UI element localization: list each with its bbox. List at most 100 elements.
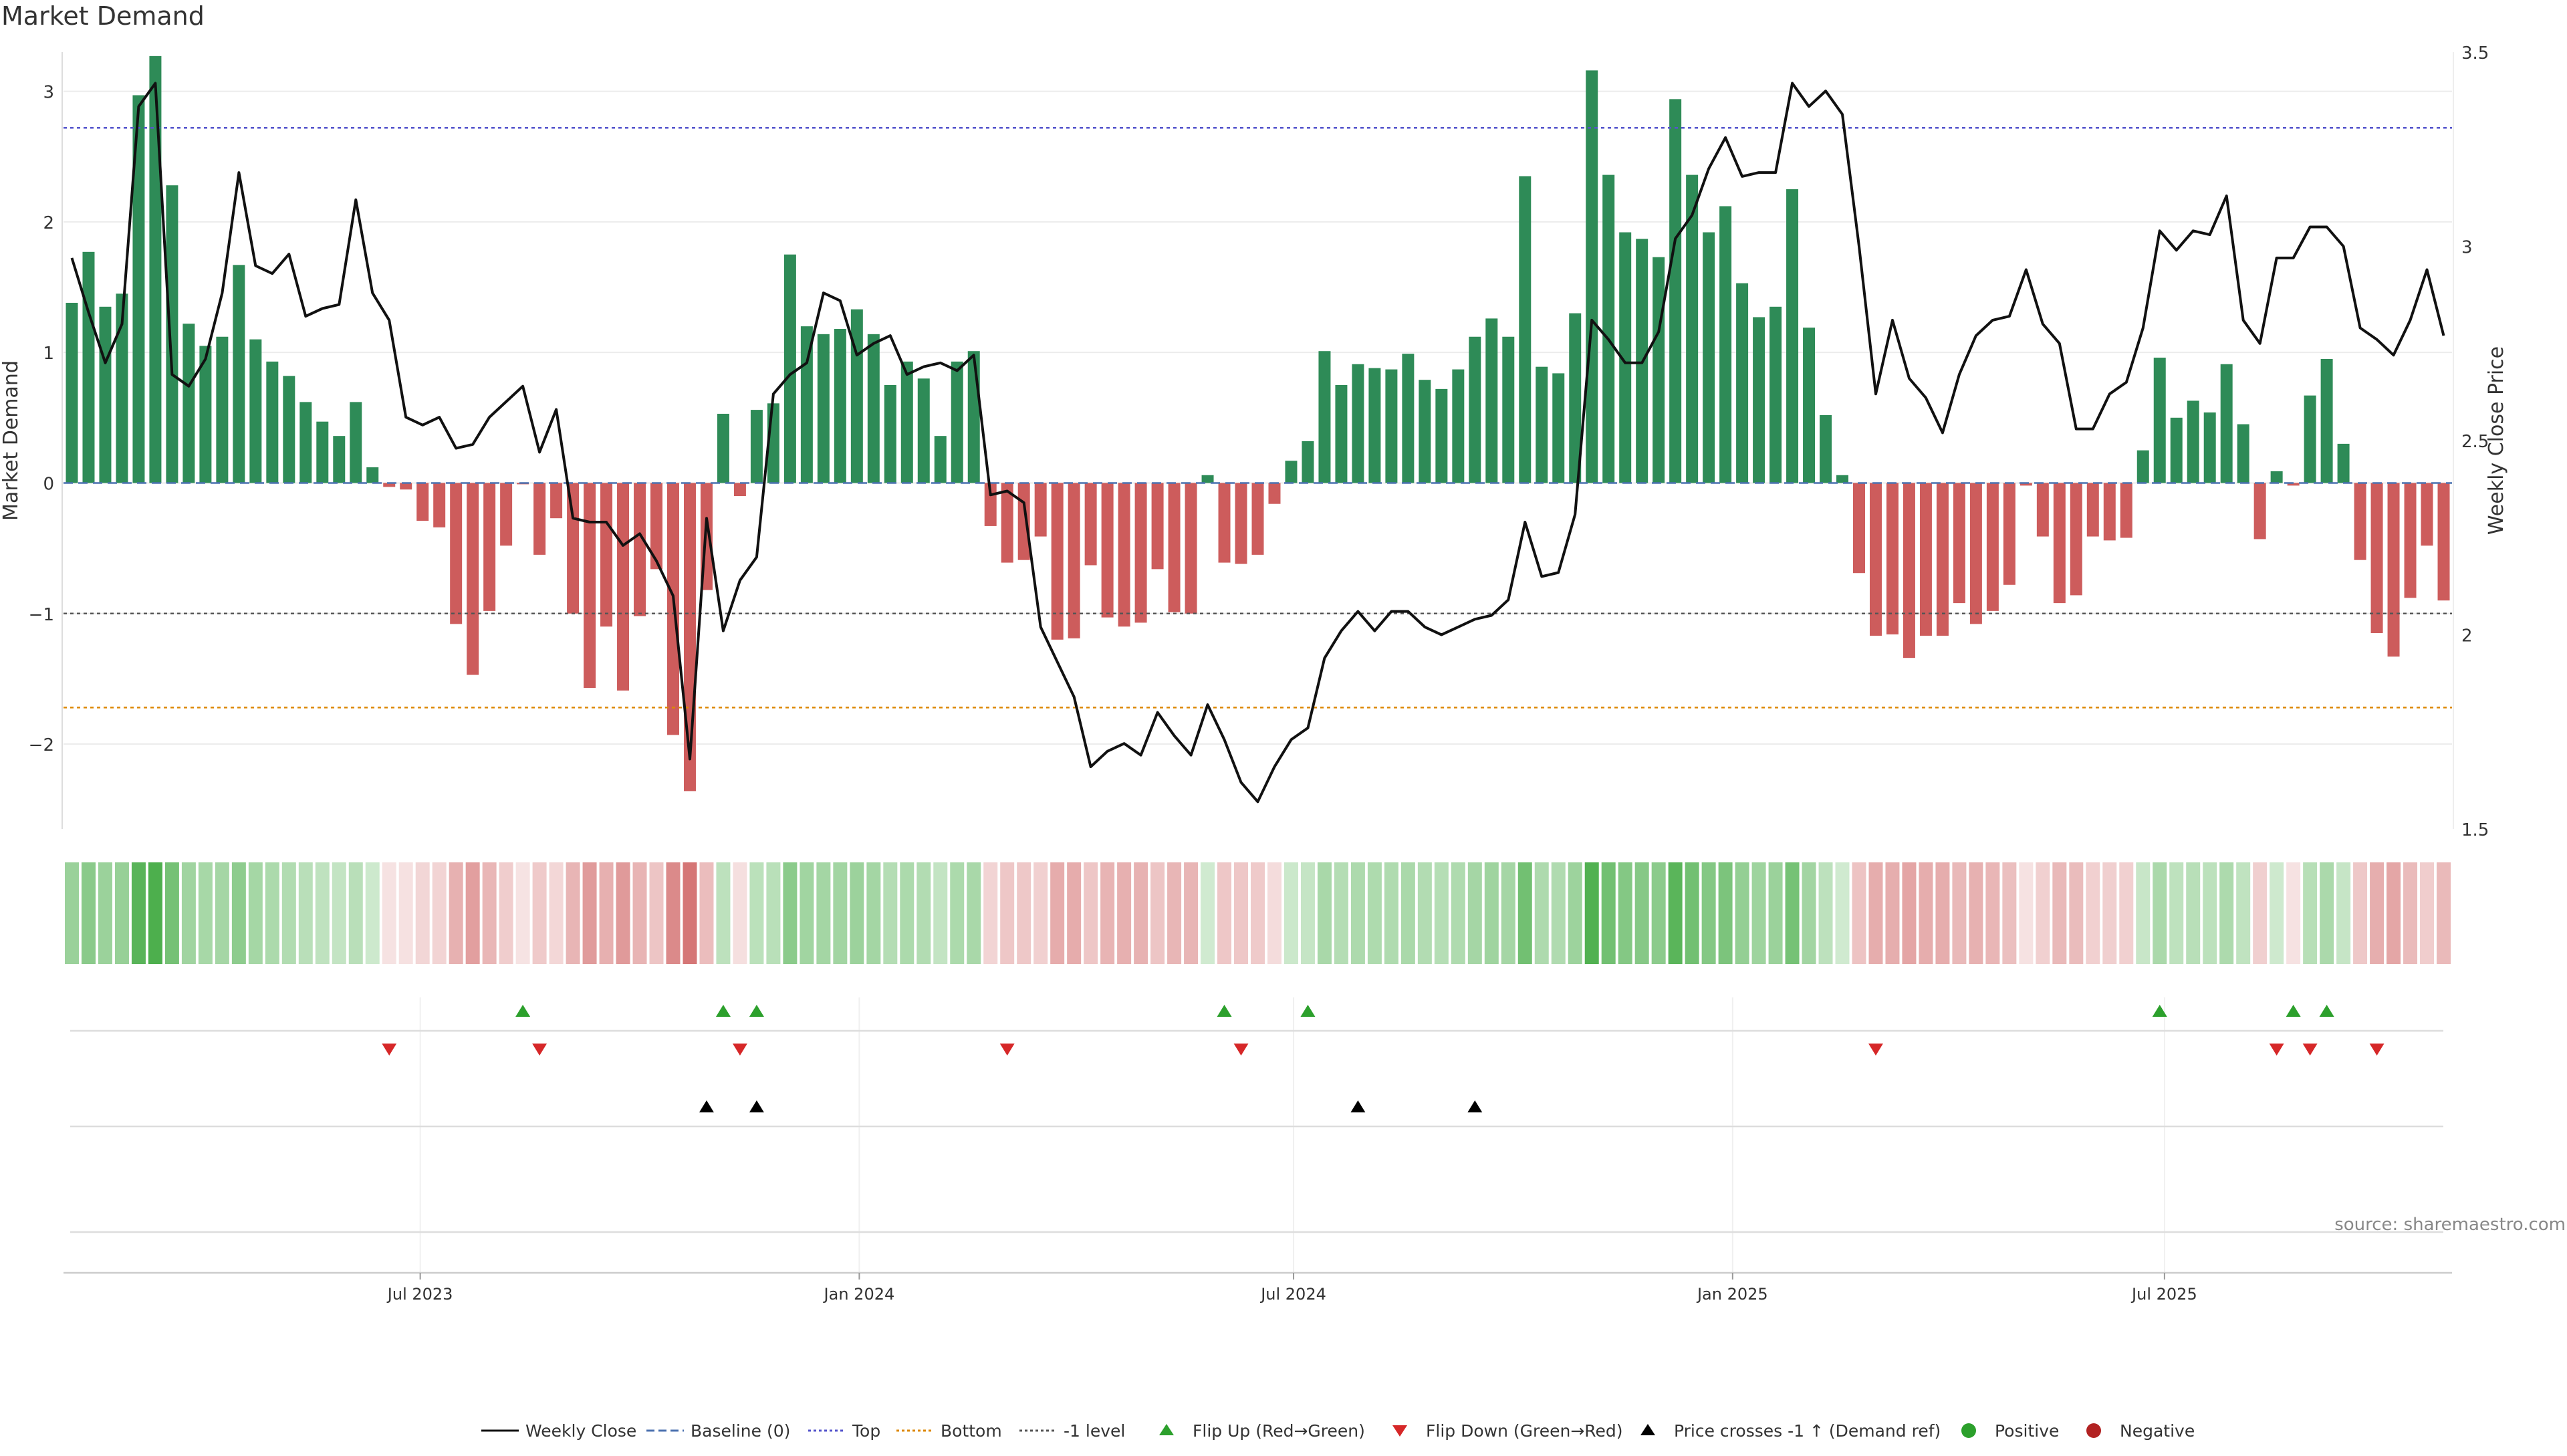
demand-bar: [1886, 483, 1899, 635]
strength-strip-cell: [215, 862, 229, 964]
demand-bar: [1302, 441, 1314, 483]
strength-strip-cell: [850, 862, 864, 964]
demand-bar: [1402, 354, 1415, 483]
strength-strip-cell: [1017, 862, 1031, 964]
strength-strip-cell: [1100, 862, 1115, 964]
legend-swatch: [2086, 1423, 2101, 1438]
strength-strip-cell: [616, 862, 630, 964]
demand-bar: [1068, 483, 1080, 638]
strength-strip-cell: [2203, 862, 2217, 964]
demand-bar: [2136, 450, 2149, 483]
demand-bar: [1869, 483, 1882, 636]
strength-strip-cell: [1467, 862, 1482, 964]
strength-strip-cell: [1150, 862, 1165, 964]
strength-strip-cell: [81, 862, 96, 964]
demand-bar: [1669, 99, 1682, 483]
strength-strip-cell: [800, 862, 814, 964]
legend-label: Weekly Close: [525, 1421, 637, 1441]
strength-strip-cell: [866, 862, 881, 964]
legend-swatch: [1392, 1425, 1407, 1437]
demand-bar: [233, 265, 245, 483]
strength-strip-cell: [265, 862, 279, 964]
demand-bar: [2270, 471, 2283, 483]
legend-marker: [1640, 1424, 1655, 1435]
demand-bar: [1051, 483, 1064, 640]
strength-strip-cell: [198, 862, 213, 964]
strength-strip-cell: [1367, 862, 1382, 964]
legend-swatch: [481, 1429, 519, 1432]
strength-strip-cell: [148, 862, 162, 964]
demand-bar: [1118, 483, 1130, 627]
strength-strip-cell: [482, 862, 497, 964]
strength-strip-cell: [281, 862, 296, 964]
strength-strip-cell: [231, 862, 246, 964]
price-cross-marker: [699, 1100, 714, 1112]
strength-strip-cell: [449, 862, 463, 964]
demand-bar: [600, 483, 613, 627]
demand-bar: [2103, 483, 2116, 541]
demand-bar: [1452, 369, 1465, 483]
strength-strip-cell: [2253, 862, 2268, 964]
legend-swatch: [896, 1429, 934, 1432]
strength-strip-cell: [833, 862, 848, 964]
strength-strip-cell: [398, 862, 413, 964]
strength-strip-cell: [1852, 862, 1866, 964]
demand-bar: [1485, 318, 1498, 483]
strength-strip-cell: [1050, 862, 1065, 964]
strength-strip-cell: [114, 862, 129, 964]
weekly-close-line: [70, 82, 2445, 804]
demand-bar: [2220, 364, 2233, 483]
strength-strip-cell: [1668, 862, 1683, 964]
demand-bar: [1936, 483, 1949, 636]
strength-strip-cell: [2036, 862, 2050, 964]
strength-strip-cell: [649, 862, 664, 964]
demand-bar: [1469, 336, 1481, 483]
demand-bar: [567, 483, 580, 614]
strength-strip-cell: [783, 862, 798, 964]
demand-bar: [2086, 483, 2099, 537]
demand-bar: [550, 483, 563, 519]
demand-bar: [1719, 206, 1732, 483]
demand-bar: [834, 329, 846, 483]
demand-bar: [433, 483, 446, 527]
x-tick-label: Jul 2023: [386, 1285, 453, 1304]
strength-strip-cell: [315, 862, 330, 964]
demand-bar: [500, 483, 513, 546]
strength-strip-cell: [1735, 862, 1749, 964]
strength-strip-cell: [365, 862, 380, 964]
strength-strip-cell: [348, 862, 363, 964]
y-tick-label: 2: [43, 213, 54, 233]
demand-bar: [750, 410, 763, 483]
demand-bar: [2170, 417, 2183, 483]
demand-bar: [366, 467, 379, 483]
flip-down-marker: [999, 1044, 1015, 1056]
legend-label: Price crosses -1 ↑ (Demand ref): [1674, 1421, 1941, 1441]
y-tick-label: −2: [29, 735, 54, 755]
demand-bar: [99, 306, 112, 483]
y-tick-label: 3: [43, 83, 54, 103]
strength-strip-cell: [1517, 862, 1532, 964]
demand-bar: [416, 483, 429, 521]
strength-strip-cell: [2136, 862, 2151, 964]
strength-strip-cell: [2019, 862, 2034, 964]
strength-strip-cell: [382, 862, 396, 964]
strength-strip-cell: [1451, 862, 1465, 964]
strength-strip-cell: [599, 862, 614, 964]
demand-bar: [2287, 483, 2300, 486]
strength-strip-cell: [1835, 862, 1850, 964]
demand-bar: [1786, 189, 1799, 483]
strength-strip-cell: [933, 862, 948, 964]
strength-strip-cell: [2052, 862, 2067, 964]
strength-strip-cell: [916, 862, 931, 964]
demand-bar: [1001, 483, 1013, 563]
strength-strip-cell: [2102, 862, 2117, 964]
demand-bar: [717, 413, 729, 483]
legend-label: Baseline (0): [691, 1421, 791, 1441]
strength-strip-cell: [1568, 862, 1582, 964]
strength-strip-cell: [816, 862, 831, 964]
demand-bar: [900, 361, 913, 483]
flip-up-marker: [1300, 1005, 1316, 1017]
flip-up-marker: [2319, 1005, 2334, 1017]
demand-bar: [1703, 232, 1715, 483]
strength-strip-cell: [1751, 862, 1766, 964]
